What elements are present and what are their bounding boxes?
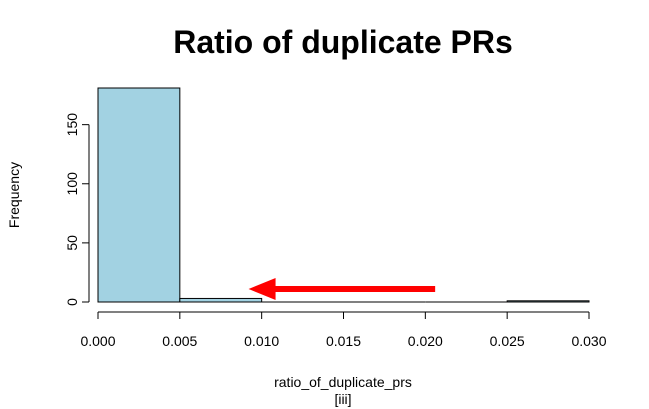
y-tick-label: 100 bbox=[64, 172, 80, 196]
x-tick-label: 0.030 bbox=[571, 333, 606, 349]
x-tick-label: 0.015 bbox=[326, 333, 361, 349]
y-tick-label: 0 bbox=[64, 298, 80, 306]
y-axis-label: Frequency bbox=[6, 162, 22, 228]
histogram-bar-5 bbox=[506, 300, 590, 303]
x-axis: 0.000 0.005 0.010 0.015 0.020 0.025 0.030 bbox=[80, 311, 607, 349]
x-axis-sublabel: [iii] bbox=[334, 391, 351, 407]
y-tick-label: 150 bbox=[64, 113, 80, 137]
y-axis: 0 50 100 150 bbox=[64, 113, 90, 306]
x-tick-label: 0.010 bbox=[244, 333, 279, 349]
x-tick-label: 0.005 bbox=[162, 333, 197, 349]
x-axis-label: ratio_of_duplicate_prs bbox=[274, 374, 412, 390]
arrow-head bbox=[248, 277, 276, 300]
x-tick-label: 0.000 bbox=[80, 333, 115, 349]
histogram-bar-1 bbox=[179, 297, 263, 303]
chart-title: Ratio of duplicate PRs bbox=[173, 24, 513, 60]
histogram-bar-0 bbox=[97, 87, 181, 303]
x-tick-label: 0.020 bbox=[408, 333, 443, 349]
annotation-group bbox=[248, 277, 436, 300]
x-tick-label: 0.025 bbox=[490, 333, 525, 349]
y-tick-label: 50 bbox=[64, 235, 80, 251]
bars-group bbox=[97, 87, 590, 303]
